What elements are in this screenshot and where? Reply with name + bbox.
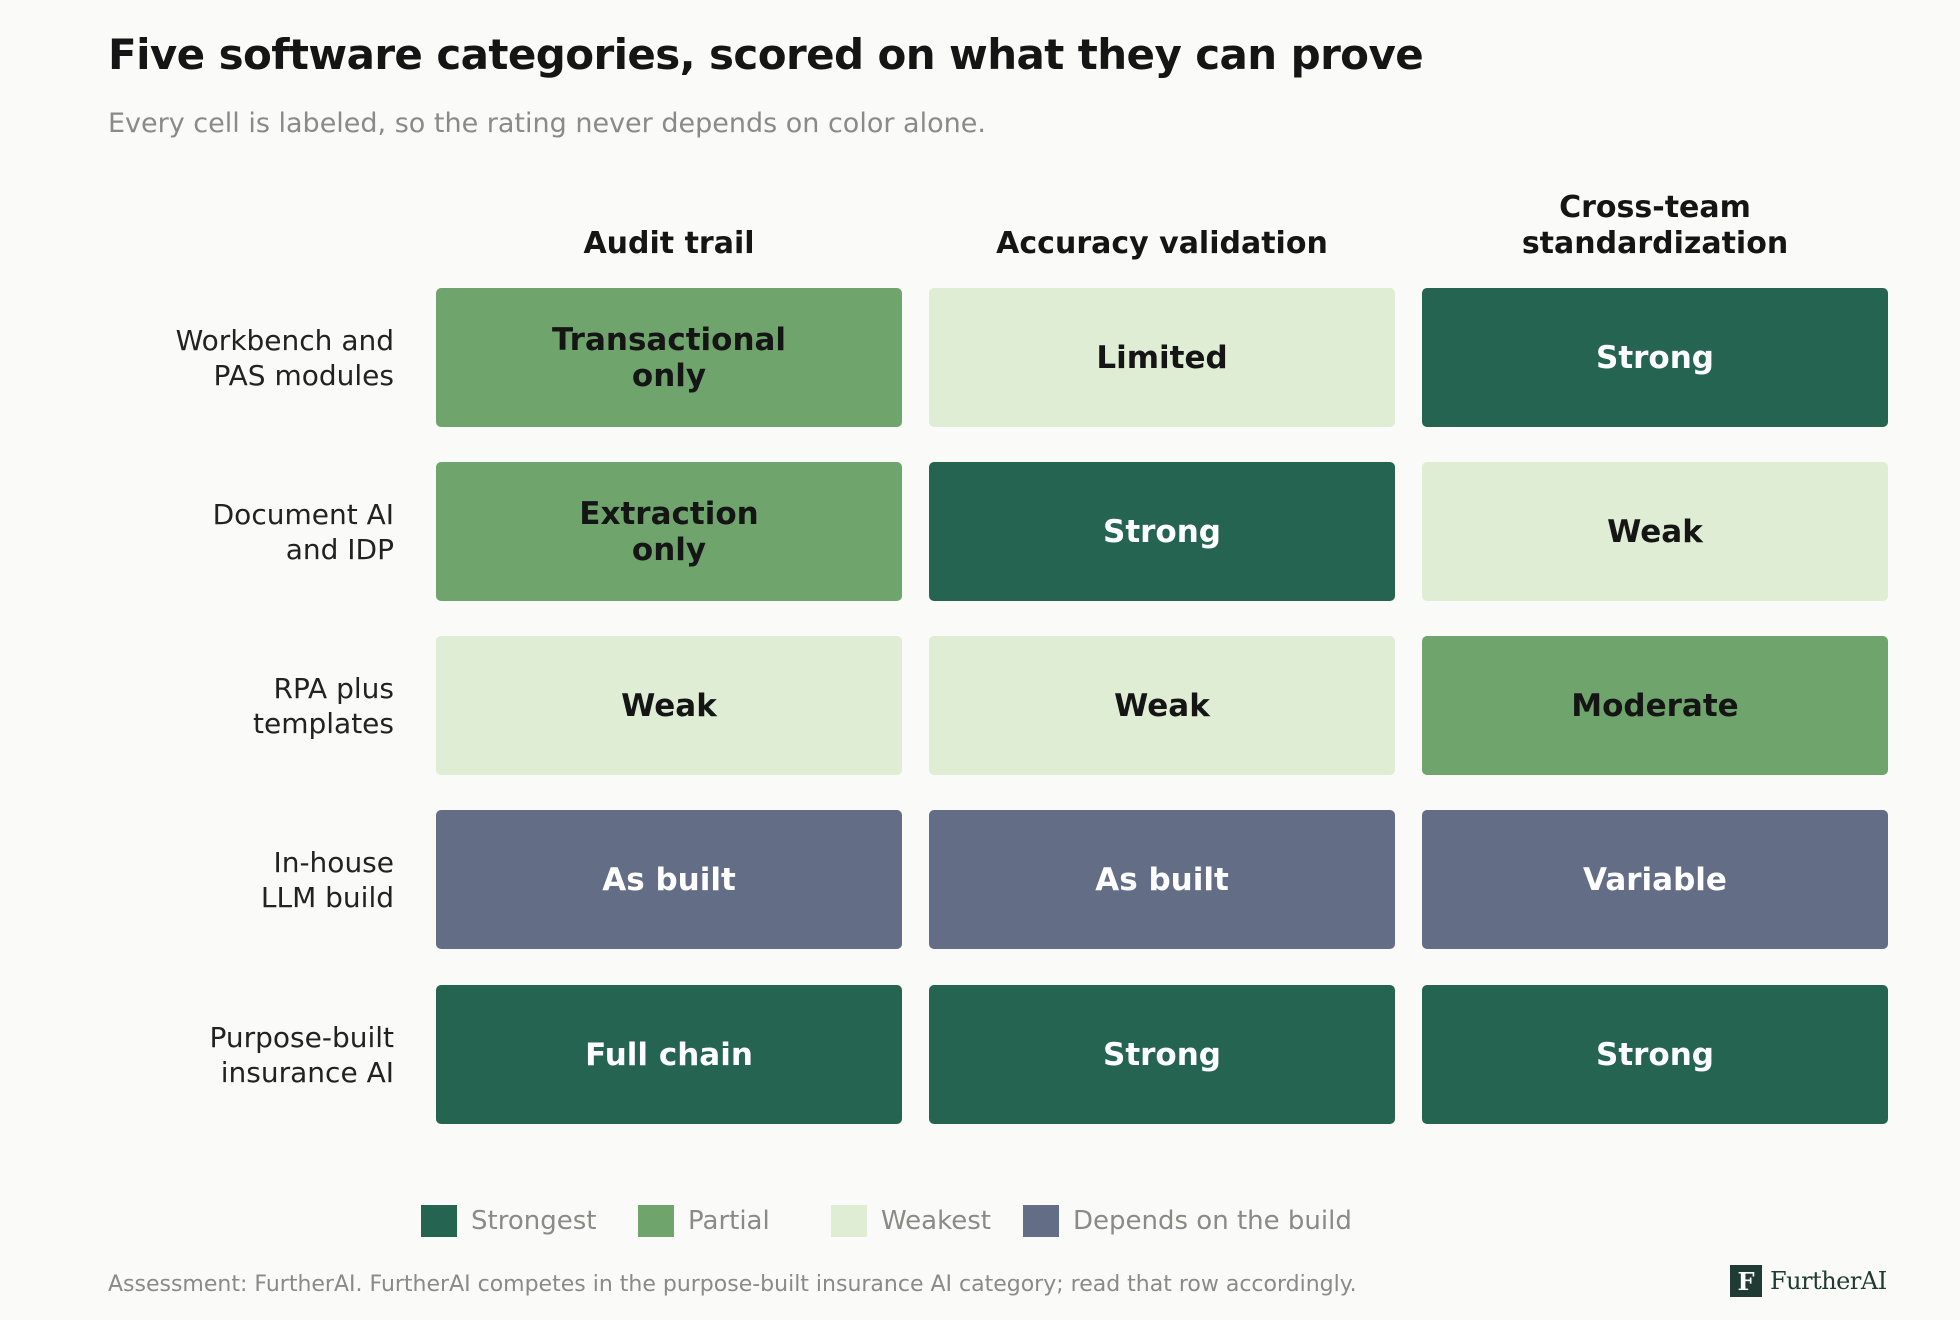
row-label: Purpose-built insurance AI xyxy=(209,1020,394,1089)
brand-mark-icon: F xyxy=(1730,1265,1762,1297)
legend-item: Partial xyxy=(638,1205,770,1237)
rating-cell: Weak xyxy=(1422,462,1888,601)
rating-cell: As built xyxy=(436,810,902,949)
legend-swatch xyxy=(638,1205,674,1237)
rating-cell: Transactional only xyxy=(436,288,902,427)
rating-cell: Strong xyxy=(1422,985,1888,1124)
legend-swatch xyxy=(1023,1205,1059,1237)
rating-cell: Extraction only xyxy=(436,462,902,601)
legend-swatch xyxy=(831,1205,867,1237)
rating-cell: Moderate xyxy=(1422,636,1888,775)
row-label: RPA plus templates xyxy=(253,671,394,740)
legend-item: Weakest xyxy=(831,1205,991,1237)
rating-cell: Strong xyxy=(929,985,1395,1124)
chart-subtitle: Every cell is labeled, so the rating nev… xyxy=(108,108,986,139)
legend-item: Strongest xyxy=(421,1205,596,1237)
legend-swatch xyxy=(421,1205,457,1237)
rating-cell: Weak xyxy=(436,636,902,775)
rating-cell: Strong xyxy=(929,462,1395,601)
legend-label: Weakest xyxy=(881,1206,991,1236)
rating-cell: Strong xyxy=(1422,288,1888,427)
legend-label: Depends on the build xyxy=(1073,1206,1352,1236)
rating-cell: Variable xyxy=(1422,810,1888,949)
rating-cell: Weak xyxy=(929,636,1395,775)
row-label: In-house LLM build xyxy=(260,845,394,914)
column-header: Accuracy validation xyxy=(996,226,1328,261)
legend-item: Depends on the build xyxy=(1023,1205,1352,1237)
row-label: Workbench and PAS modules xyxy=(175,323,394,392)
column-header: Audit trail xyxy=(583,226,755,261)
legend-label: Partial xyxy=(688,1206,770,1236)
column-header: Cross-team standardization xyxy=(1521,190,1789,261)
chart-title: Five software categories, scored on what… xyxy=(108,30,1424,79)
brand-logo: F FurtherAI xyxy=(1730,1265,1887,1297)
legend-label: Strongest xyxy=(471,1206,597,1236)
rating-cell: As built xyxy=(929,810,1395,949)
brand-name: FurtherAI xyxy=(1770,1267,1887,1295)
rating-cell: Limited xyxy=(929,288,1395,427)
footnote: Assessment: FurtherAI. FurtherAI compete… xyxy=(108,1272,1357,1297)
row-label: Document AI and IDP xyxy=(212,497,394,566)
rating-cell: Full chain xyxy=(436,985,902,1124)
